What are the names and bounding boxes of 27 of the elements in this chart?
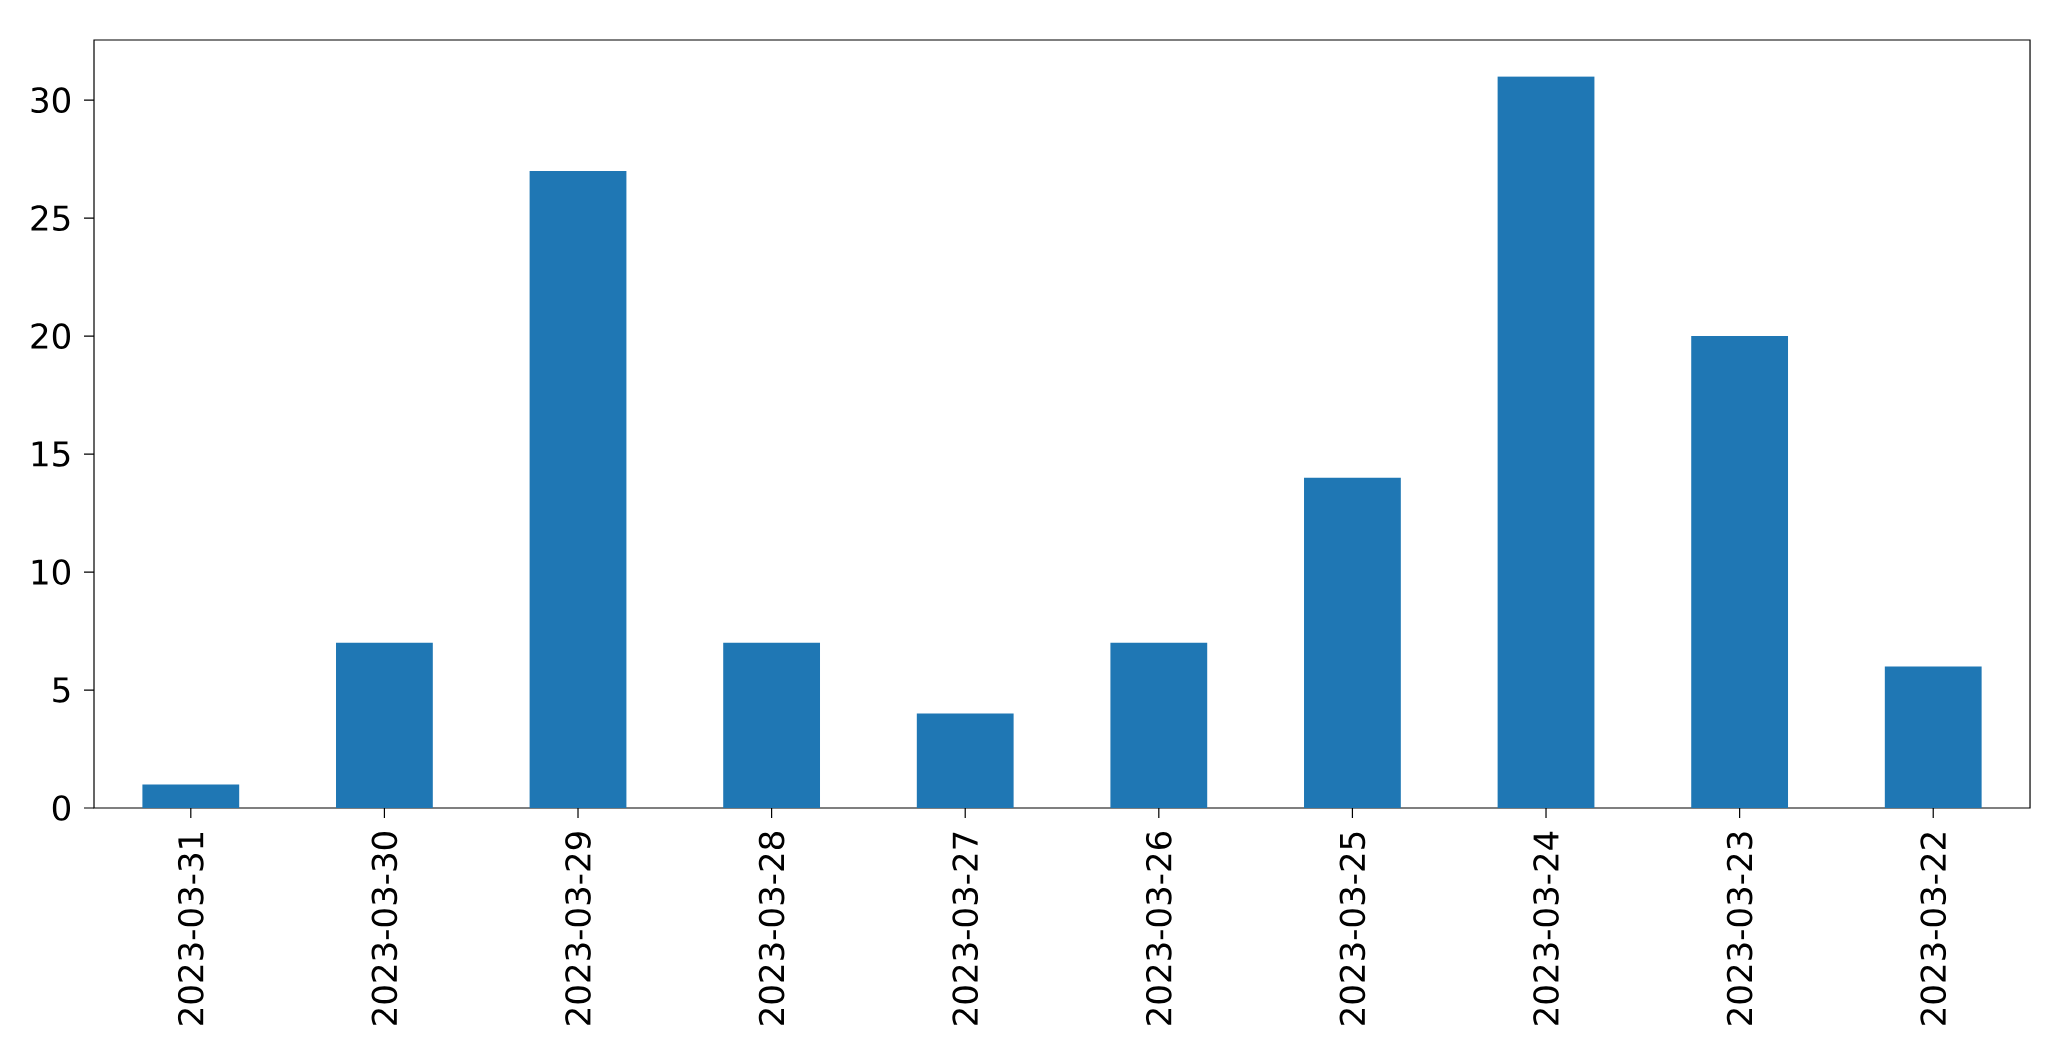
bar: [1884, 666, 1982, 808]
y-tick-label: 5: [53, 677, 70, 703]
bar: [916, 713, 1014, 808]
bar: [723, 642, 821, 808]
y-tick-label: 30: [31, 87, 71, 114]
x-tick-label: 2023-03-27: [952, 832, 979, 1025]
bar: [1110, 642, 1208, 808]
y-tick-label: 10: [32, 559, 71, 585]
x-tick-label: 2023-03-24: [1533, 831, 1559, 1025]
x-tick-label: 2023-03-29: [565, 832, 591, 1025]
bar: [142, 784, 240, 808]
x-tick-label: 2023-03-22: [1920, 833, 1947, 1025]
bar: [529, 170, 627, 808]
bar: [1691, 336, 1789, 808]
x-tick-label: 2023-03-25: [1339, 832, 1366, 1025]
x-tick-label: 2023-03-30: [371, 832, 398, 1025]
x-tick-label: 2023-03-28: [758, 832, 785, 1025]
bar: [1304, 477, 1401, 808]
y-tick-label: 0: [52, 795, 71, 821]
y-tick-label: 15: [32, 441, 70, 467]
x-tick-label: 2023-03-23: [1726, 832, 1753, 1025]
x-tick-label: 2023-03-31: [177, 832, 204, 1025]
bar: [1497, 76, 1595, 808]
bar: [336, 642, 433, 808]
x-tick-label: 2023-03-26: [1145, 831, 1172, 1025]
y-tick-label: 25: [31, 205, 70, 231]
y-tick-label: 20: [31, 323, 71, 349]
